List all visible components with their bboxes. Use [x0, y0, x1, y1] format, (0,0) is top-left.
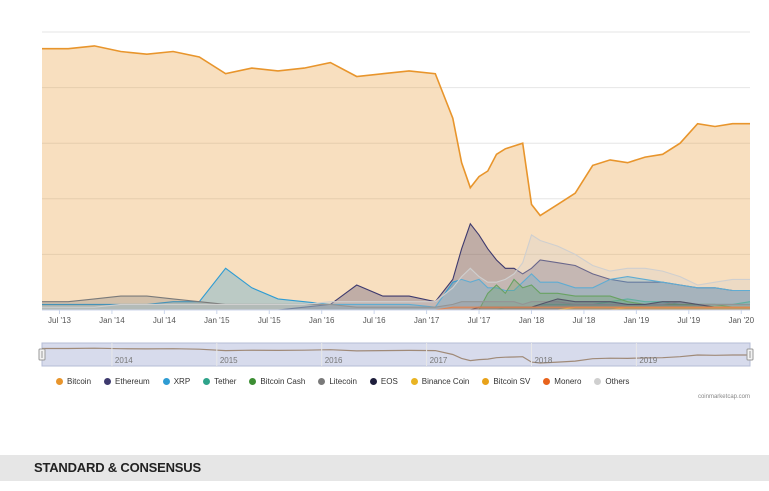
area-litecoin — [42, 296, 750, 310]
legend-marker-icon — [482, 378, 490, 385]
legend-label: Binance Coin — [421, 377, 470, 386]
x-tick-label: Jul '17 — [468, 316, 491, 325]
x-tick-label: Jul '18 — [572, 316, 595, 325]
legend-label: EOS — [380, 377, 398, 386]
legend-label: Tether — [214, 377, 237, 386]
x-tick-label: Jan '14 — [99, 316, 125, 325]
legend-item-tether[interactable]: Tether — [203, 377, 236, 386]
area-monero — [42, 307, 750, 310]
legend-marker-icon — [203, 378, 211, 385]
area-bitcoin — [42, 45, 750, 311]
navigator-year-label: 2017 — [430, 356, 448, 365]
legend-marker-icon — [162, 378, 170, 385]
line-xrp[interactable] — [42, 267, 750, 308]
legend-item-litecoin[interactable]: Litecoin — [318, 377, 357, 386]
legend-marker-icon — [318, 378, 326, 385]
navigator-year-label: 2018 — [534, 356, 552, 365]
legend-label: Others — [605, 377, 630, 386]
x-tick-label: Jan '17 — [414, 316, 440, 325]
x-tick-label: Jan '15 — [204, 316, 230, 325]
chart-legend: Bitcoin Ethereum XRP Tether Bitcoin Cash Lite… — [56, 377, 642, 386]
legend-label: XRP — [173, 377, 191, 386]
navigator-year-label: 2014 — [115, 356, 133, 365]
range-navigator[interactable]: 2014 2015 2016 2017 2018 2019 — [38, 342, 754, 367]
legend-marker-icon — [56, 378, 63, 385]
navigator-year-label: 2015 — [220, 356, 238, 365]
navigator-year-label: 2019 — [639, 356, 657, 365]
legend-label: Ethereum — [115, 377, 150, 386]
navigator-series-line — [42, 347, 750, 364]
legend-label: Bitcoin SV — [493, 377, 531, 386]
x-tick-label: Jul '19 — [677, 316, 700, 325]
x-tick-label: Jan '20 — [728, 316, 754, 325]
line-bitcoin[interactable] — [42, 45, 750, 217]
legend-marker-icon — [410, 378, 418, 385]
legend-label: Bitcoin — [67, 377, 92, 386]
line-others[interactable] — [42, 234, 750, 308]
legend-label: Bitcoin Cash — [260, 377, 306, 386]
area-ethereum — [42, 223, 750, 310]
legend-item-others[interactable]: Others — [594, 377, 629, 386]
legend-marker-icon — [594, 378, 602, 385]
legend-marker-icon — [104, 378, 112, 385]
x-tick-label: Jul '16 — [363, 316, 386, 325]
legend-marker-icon — [369, 378, 377, 385]
area-bitcoin-cash — [42, 279, 750, 310]
legend-item-bitcoin[interactable]: Bitcoin — [56, 377, 91, 386]
navigator-year-label: 2016 — [325, 356, 343, 365]
legend-item-monero[interactable]: Monero — [543, 377, 581, 386]
legend-item-eos[interactable]: EOS — [369, 377, 398, 386]
brand-logo-text: STANDARD & CONSENSUS — [34, 460, 201, 475]
legend-label: Monero — [554, 377, 582, 386]
x-axis: Jul '13 Jan '14 Jul '14 Jan '15 Jul '15 Jan '… — [48, 310, 755, 325]
legend-item-binance-coin[interactable]: Binance Coin — [410, 377, 470, 386]
area-xrp — [42, 268, 750, 310]
legend-marker-icon — [543, 378, 551, 385]
legend-label: Litecoin — [329, 377, 357, 386]
x-tick-label: Jan '19 — [624, 316, 650, 325]
legend-marker-icon — [249, 378, 257, 385]
x-tick-label: Jan '16 — [309, 316, 335, 325]
legend-item-bitcoin-sv[interactable]: Bitcoin SV — [482, 377, 530, 386]
legend-item-ethereum[interactable]: Ethereum — [104, 377, 150, 386]
series-areas — [42, 45, 751, 311]
legend-item-bitcoin-cash[interactable]: Bitcoin Cash — [249, 377, 305, 386]
x-tick-label: Jan '18 — [519, 316, 545, 325]
x-tick-label: Jul '14 — [153, 316, 176, 325]
chart-credits[interactable]: coinmarketcap.com — [697, 394, 750, 400]
x-tick-label: Jul '15 — [258, 316, 281, 325]
x-tick-label: Jul '13 — [48, 316, 71, 325]
footer-bar: STANDARD & CONSENSUS — [0, 455, 769, 481]
legend-item-xrp[interactable]: XRP — [162, 377, 191, 386]
